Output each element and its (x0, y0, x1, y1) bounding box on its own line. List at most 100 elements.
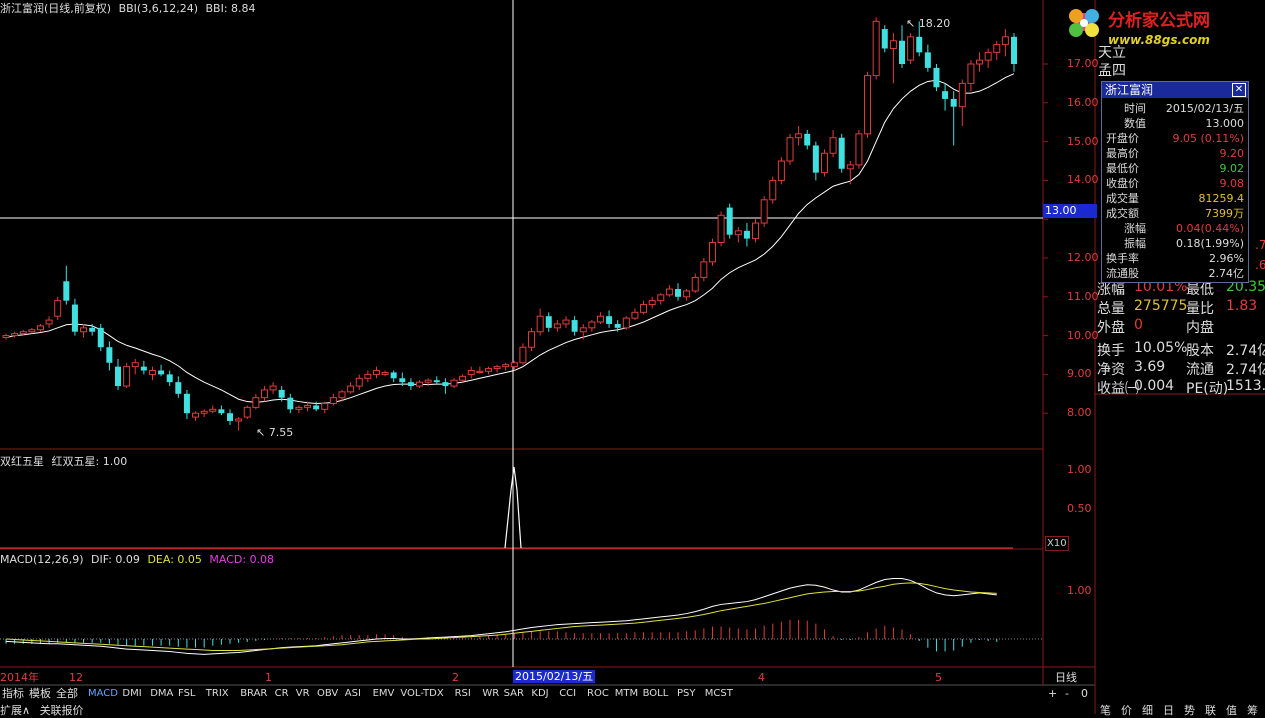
period-label[interactable]: 日线 (1055, 671, 1077, 684)
crosshair-price-tag: 13.00 (1043, 204, 1097, 218)
quote-label: 总量 (1097, 301, 1125, 317)
info-value: 2015/02/13/五 (1165, 102, 1244, 115)
tab-lead[interactable]: 全部 (56, 687, 78, 700)
x-label: 4 (758, 671, 765, 684)
right-tab[interactable]: 价 (1121, 704, 1132, 717)
candle (691, 273, 699, 293)
candle (588, 320, 596, 332)
quote-value: 10.05% (1134, 340, 1188, 356)
bbi-line (5, 73, 1015, 405)
candle (665, 285, 673, 297)
tab-dma[interactable]: DMA (150, 688, 174, 699)
tab-fsl[interactable]: FSL (178, 688, 196, 699)
candle (372, 366, 380, 379)
info-key: 流通股 (1106, 267, 1139, 280)
candle (536, 308, 544, 336)
tab-trix[interactable]: TRIX (205, 688, 229, 699)
info-box-header: 浙江富润 ✕ (1102, 82, 1248, 98)
candle (252, 393, 260, 410)
tab-sar[interactable]: SAR (503, 688, 524, 699)
related-quotes-link[interactable]: 关联报价 (39, 704, 84, 717)
tab-dmi[interactable]: DMI (122, 688, 142, 699)
ind-ytick: 0.50 (1067, 502, 1092, 515)
right-tab[interactable]: 势 (1184, 704, 1195, 717)
candle (243, 405, 251, 420)
quote-label: 量比 (1186, 301, 1214, 317)
info-key: 时间 (1124, 102, 1146, 115)
tab-cci[interactable]: CCI (559, 688, 577, 699)
candle (175, 376, 182, 398)
right-tab[interactable]: 联 (1205, 704, 1216, 717)
right-tab[interactable]: 笔 (1100, 704, 1111, 717)
candle (313, 401, 320, 412)
candle (476, 366, 484, 374)
candle (743, 223, 750, 247)
tab-kdj[interactable]: KDJ (531, 688, 549, 699)
candle (19, 329, 27, 336)
macd-dif-value: DIF: 0.09 (91, 553, 140, 566)
expand-button[interactable]: 扩展∧ (0, 704, 31, 717)
tab-roc[interactable]: ROC (587, 688, 609, 699)
info-row: 最高价 9.20 (1102, 146, 1248, 161)
quote-value: 0 (1134, 317, 1143, 333)
tab-boll[interactable]: BOLL (642, 688, 669, 699)
candle (562, 316, 570, 328)
candle (11, 331, 19, 338)
main-ytick: 10.00 (1067, 328, 1099, 342)
tab-obv[interactable]: OBV (317, 688, 339, 699)
bbi-label: BBI(3,6,12,24) (118, 2, 198, 15)
main-ytick: 16.00 (1067, 95, 1099, 109)
tab-brar[interactable]: BRAR (240, 688, 268, 699)
candle (269, 382, 277, 394)
candle (140, 360, 147, 375)
tab-psy[interactable]: PSY (677, 688, 696, 699)
tab-macd[interactable]: MACD (88, 688, 118, 699)
zoom-in-button[interactable]: + (1048, 687, 1058, 700)
info-row: 成交额 7399万 (1102, 206, 1248, 221)
indicator-spike (504, 466, 522, 549)
tab-asi[interactable]: ASI (344, 688, 361, 699)
right-tab[interactable]: 值 (1226, 704, 1237, 717)
tab-vr[interactable]: VR (295, 688, 310, 699)
candle (606, 310, 613, 328)
main-ytick: 11.00 (1067, 289, 1099, 303)
reset-button[interactable]: 0 (1081, 687, 1088, 700)
x-label: 2 (452, 671, 459, 684)
candle (2, 333, 10, 340)
candle (89, 323, 96, 336)
quote-label: 换手 (1097, 343, 1125, 359)
tab-mcst[interactable]: MCST (704, 688, 733, 699)
info-value: 9.05 (0.11%) (1172, 132, 1244, 145)
tab-lead[interactable]: 模板 (29, 687, 51, 700)
tab-mtm[interactable]: MTM (614, 688, 639, 699)
quote-value: 1513.7 (1226, 378, 1265, 394)
zoom-out-button[interactable]: - (1065, 687, 1069, 700)
candle (958, 79, 966, 127)
tab-vol-tdx[interactable]: VOL-TDX (400, 688, 444, 699)
main-ytick: 9.00 (1067, 367, 1092, 381)
candle (493, 364, 501, 373)
right-tab[interactable]: 日 (1163, 704, 1174, 717)
tab-lead[interactable]: 指标 (2, 687, 24, 700)
right-tab[interactable]: 筹 (1247, 704, 1258, 717)
candle (820, 149, 828, 177)
tab-emv[interactable]: EMV (372, 688, 395, 699)
tab-wr[interactable]: WR (482, 688, 500, 699)
candle (872, 17, 880, 80)
candle (881, 25, 888, 53)
info-key: 数值 (1124, 117, 1146, 130)
candle (106, 341, 113, 371)
main-ytick: 17.00 (1067, 57, 1099, 70)
candle (484, 366, 492, 375)
main-ytick: 12.00 (1067, 251, 1099, 264)
close-icon[interactable]: ✕ (1232, 83, 1246, 97)
candle (579, 323, 587, 340)
tab-cr[interactable]: CR (274, 688, 289, 699)
right-tab[interactable]: 细 (1142, 704, 1153, 717)
tab-rsi[interactable]: RSI (454, 688, 471, 699)
candle (278, 386, 285, 402)
right-partial-2: 孟四 (1098, 63, 1126, 79)
logo-url: www.88gs.com (1108, 33, 1210, 47)
candle (364, 370, 372, 383)
candle (683, 289, 691, 301)
